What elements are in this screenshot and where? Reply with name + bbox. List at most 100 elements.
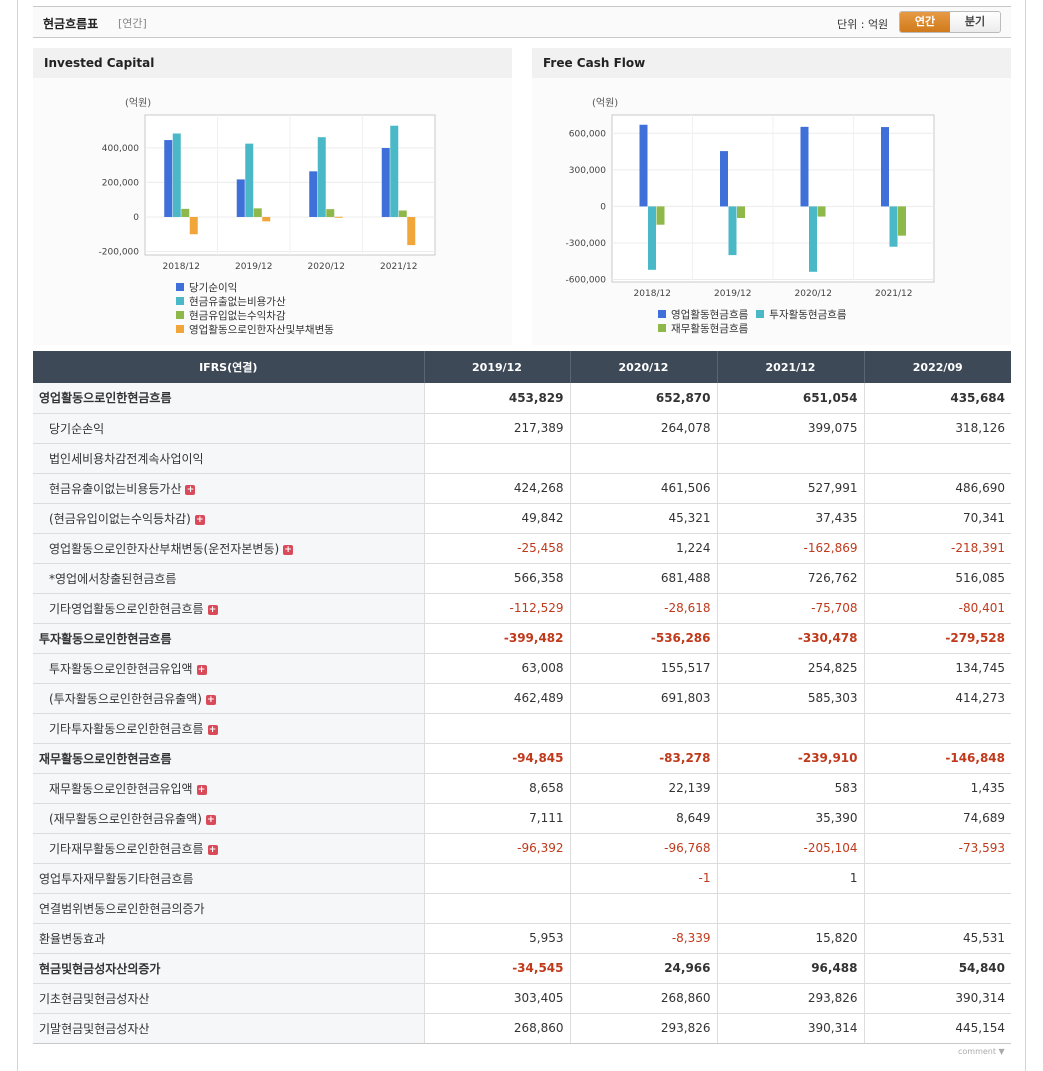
tab-quarterly[interactable]: 분기 [950, 12, 1000, 32]
y-tick-label: -300,000 [566, 239, 607, 249]
bar [881, 127, 889, 207]
value-cell: 527,991 [717, 473, 865, 504]
row-label: (투자활동으로인한현금유출액) [49, 691, 202, 706]
y-tick-label: -200,000 [99, 248, 140, 258]
expand-icon[interactable]: + [196, 784, 207, 795]
row-label: (현금유입이없는수익등차감) [49, 511, 191, 526]
free-cash-flow-chart: (억원) -600,000 -300,000 0 300,000 600,000 2018/… [566, 97, 935, 299]
value-cell: 1 [717, 863, 865, 894]
bar [656, 206, 665, 225]
table-row: 투자활동으로인한현금유입액 +63,008 155,517 254,825 134,74… [33, 653, 1011, 684]
value-cell: -96,768 [570, 833, 718, 864]
free-cash-flow-panel: Free Cash Flow (억원) -600,000 -300,000 0 300,… [532, 48, 1011, 345]
value-cell: 303,405 [424, 983, 571, 1014]
row-label-cell: *영업에서창출된현금흐름 [33, 563, 425, 594]
table-row: 기초현금및현금성자산 303,405 268,860 293,826 390,314 [33, 983, 1011, 1014]
expand-icon[interactable]: + [207, 604, 218, 615]
value-cell: 399,075 [717, 413, 865, 444]
value-cell: 461,506 [570, 473, 718, 504]
value-cell: -330,478 [717, 623, 865, 654]
table-row: *영업에서창출된현금흐름 566,358 681,488 726,762 516,085 [33, 563, 1011, 594]
value-cell: 583 [717, 773, 865, 804]
table-row: 재무활동으로인한현금흐름 -94,845 -83,278 -239,910 -146,8… [33, 743, 1011, 774]
row-label: 연결범위변동으로인한현금의증가 [39, 901, 205, 916]
column-header: 2021/12 [717, 351, 865, 383]
value-cell: 1,224 [570, 533, 718, 564]
value-cell: 217,389 [424, 413, 571, 444]
expand-icon[interactable]: + [185, 484, 196, 495]
value-cell: 651,054 [717, 383, 865, 414]
expand-icon[interactable]: + [207, 724, 218, 735]
chart-title: Invested Capital [33, 48, 512, 78]
bar [639, 124, 648, 207]
expand-icon[interactable]: + [283, 544, 294, 555]
table-row: (현금유입이없는수익등차감) +49,842 45,321 37,435 70,341 [33, 503, 1011, 534]
tab-annual[interactable]: 연간 [900, 12, 950, 32]
comment-toggle[interactable]: comment ▼ [958, 1047, 1005, 1056]
bar [172, 133, 181, 217]
bar [189, 216, 198, 235]
expand-icon[interactable]: + [194, 514, 205, 525]
row-label: *영업에서창출된현금흐름 [49, 571, 177, 586]
value-cell: -239,910 [717, 743, 865, 774]
row-label: 영업활동으로인한자산부채변동(운전자본변동) [49, 541, 280, 556]
row-label-cell: 기타투자활동으로인한현금흐름 + [33, 713, 425, 744]
value-cell: -8,339 [570, 923, 718, 954]
value-cell: -399,482 [424, 623, 571, 654]
value-cell: 54,840 [864, 953, 1011, 984]
column-header: 2019/12 [424, 351, 571, 383]
row-label: 영업투자재무활동기타현금흐름 [39, 871, 194, 886]
bar [317, 137, 326, 217]
bar [390, 125, 399, 217]
value-cell: 516,085 [864, 563, 1011, 594]
table-header-row: IFRS(연결) 2019/12 2020/12 2021/12 2022/09 [33, 351, 1011, 383]
value-cell [424, 863, 571, 894]
row-label-cell: 기타영업활동으로인한현금흐름 + [33, 593, 425, 624]
bar [728, 206, 737, 256]
value-cell: 414,273 [864, 683, 1011, 714]
value-cell: 566,358 [424, 563, 571, 594]
bar [326, 209, 335, 217]
value-cell: -73,593 [864, 833, 1011, 864]
value-cell: -1 [570, 863, 718, 894]
table-row: 기말현금및현금성자산 268,860 293,826 390,314 445,154 [33, 1013, 1011, 1044]
value-cell: -279,528 [864, 623, 1011, 654]
table-row: 당기순손익 217,389 264,078 399,075 318,126 [33, 413, 1011, 444]
y-tick-label: 0 [600, 202, 606, 212]
value-cell: 445,154 [864, 1013, 1011, 1044]
legend-label: 현금유출없는비용가산 [189, 295, 286, 308]
value-cell: 35,390 [717, 803, 865, 834]
y-tick-label: 200,000 [102, 178, 139, 188]
value-cell: 293,826 [717, 983, 865, 1014]
value-cell: 435,684 [864, 383, 1011, 414]
table-row: 기타영업활동으로인한현금흐름 + -112,529 -28,618 -75,708 -80… [33, 593, 1011, 624]
legend-swatch [176, 325, 184, 333]
y-tick-label: 0 [133, 213, 139, 223]
legend-label: 영업활동현금흐름 [671, 308, 749, 321]
value-cell [864, 893, 1011, 924]
value-cell: 652,870 [570, 383, 718, 414]
chart-title: Free Cash Flow [532, 48, 1011, 78]
value-cell: 134,745 [864, 653, 1011, 684]
table-row: 영업활동으로인한현금흐름 453,829 652,870 651,054 435,684 [33, 383, 1011, 414]
expand-icon[interactable]: + [205, 814, 216, 825]
row-label: 기말현금및현금성자산 [39, 1021, 150, 1036]
table-row: 현금및현금성자산의증가 -34,545 24,966 96,488 54,840 [33, 953, 1011, 984]
value-cell [864, 863, 1011, 894]
row-label-cell: 당기순손익 [33, 413, 425, 444]
value-cell: 264,078 [570, 413, 718, 444]
value-cell: -218,391 [864, 533, 1011, 564]
expand-icon[interactable]: + [196, 664, 207, 675]
expand-icon[interactable]: + [207, 844, 218, 855]
row-label-cell: (현금유입이없는수익등차감) + [33, 503, 425, 534]
table-row: 영업활동으로인한자산부채변동(운전자본변동) + -25,458 1,224 -162,… [33, 533, 1011, 564]
value-cell: -28,618 [570, 593, 718, 624]
row-label: 기타영업활동으로인한현금흐름 [49, 601, 204, 616]
row-label: 현금유출이없는비용등가산 [49, 481, 182, 496]
expand-icon[interactable]: + [205, 694, 216, 705]
value-cell: 453,829 [424, 383, 571, 414]
legend-item: 당기순이익 [176, 280, 334, 294]
page-frame [17, 0, 1026, 1071]
bar [262, 216, 271, 222]
bar [309, 171, 318, 217]
